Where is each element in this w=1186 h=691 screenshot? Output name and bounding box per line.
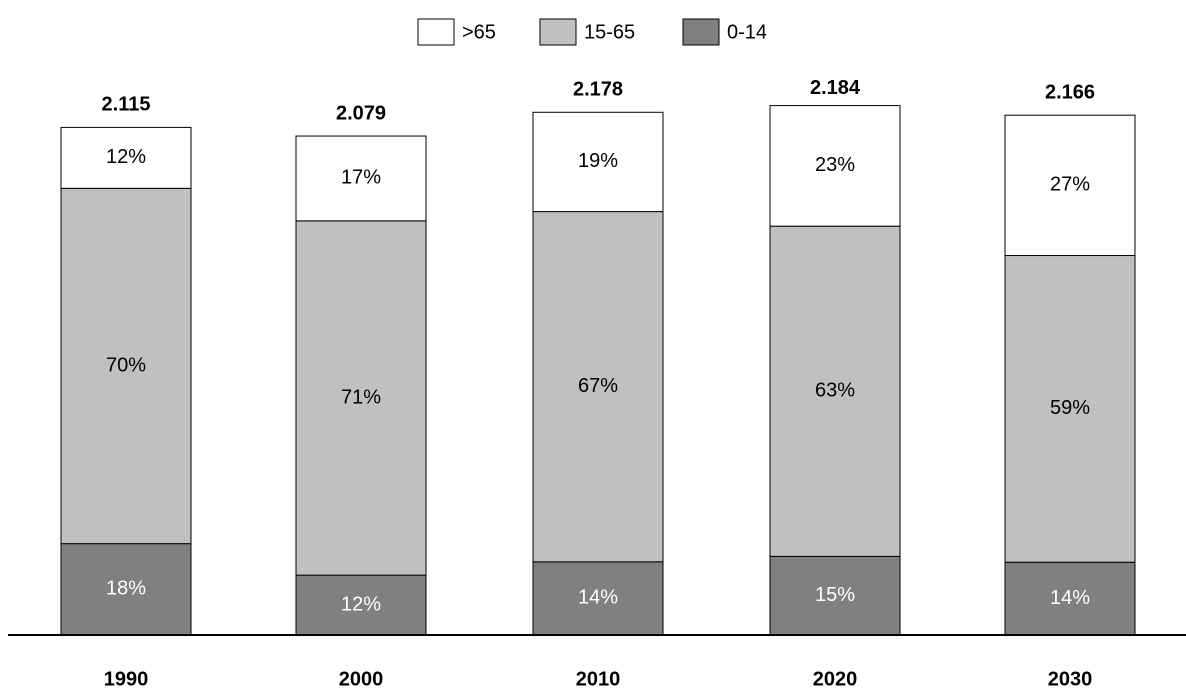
bar-segment: [295, 220, 427, 576]
bar-segment: [769, 555, 901, 636]
legend-swatch: [682, 18, 720, 46]
value-label: 14%: [1050, 587, 1090, 609]
value-label: 70%: [106, 354, 146, 376]
bar-segment: [295, 135, 427, 222]
x-tick-label: 2010: [576, 668, 621, 690]
bar-segment: [60, 543, 192, 636]
total-label: 2.115: [102, 94, 151, 116]
value-label: 63%: [815, 380, 855, 402]
value-label: 12%: [106, 146, 146, 168]
x-tick-label: 2020: [813, 668, 858, 690]
legend-swatch: [417, 18, 455, 46]
value-label: 17%: [341, 167, 381, 189]
legend-label: >65: [462, 21, 496, 43]
value-label: 14%: [578, 587, 618, 609]
value-label: 59%: [1050, 397, 1090, 419]
x-tick-label: 2000: [339, 668, 384, 690]
bar-segment: [532, 211, 664, 563]
legend-label: 0-14: [727, 21, 767, 43]
value-label: 23%: [815, 154, 855, 176]
bar-segment: [1004, 114, 1136, 257]
value-label: 15%: [815, 584, 855, 606]
legend-swatch: [539, 18, 577, 46]
x-tick-label: 2030: [1048, 668, 1093, 690]
value-label: 12%: [341, 593, 381, 615]
total-label: 2.178: [573, 79, 623, 101]
value-label: 67%: [578, 375, 618, 397]
legend-label: 15-65: [584, 21, 635, 43]
bar-segment: [532, 111, 664, 213]
value-label: 19%: [578, 150, 618, 172]
value-label: 27%: [1050, 174, 1090, 196]
bar-segment: [60, 126, 192, 189]
value-label: 18%: [106, 578, 146, 600]
value-label: 71%: [341, 386, 381, 408]
bar-segment: [1004, 561, 1136, 636]
total-label: 2.079: [336, 102, 386, 124]
x-tick-label: 1990: [104, 668, 149, 690]
bar-segment: [769, 225, 901, 557]
total-label: 2.166: [1045, 81, 1095, 103]
bar-segment: [60, 187, 192, 545]
bar-segment: [295, 574, 427, 636]
bar-segment: [769, 105, 901, 227]
total-label: 2.184: [810, 77, 861, 99]
